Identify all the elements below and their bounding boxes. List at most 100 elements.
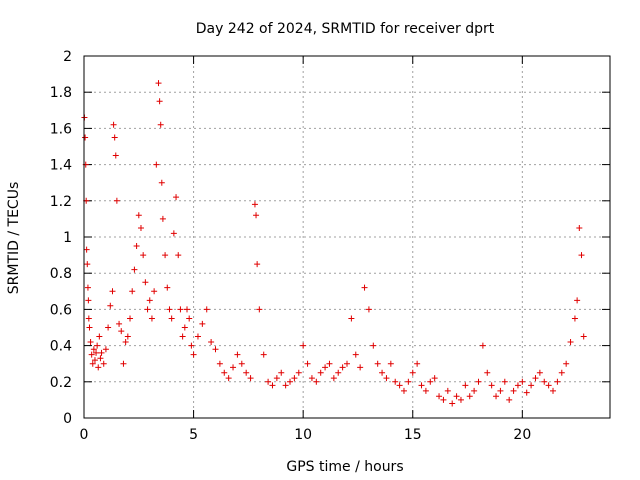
data-point: [554, 378, 561, 385]
data-point: [144, 306, 151, 313]
plot-frame: [83, 55, 611, 419]
data-point: [578, 252, 585, 259]
y-tick-label: 1.6: [50, 121, 72, 137]
data-point: [156, 98, 163, 105]
data-point: [449, 400, 456, 407]
data-point: [414, 360, 421, 367]
data-point: [563, 360, 570, 367]
data-points: [81, 80, 587, 407]
data-point: [127, 315, 134, 322]
data-point: [118, 328, 125, 335]
data-point: [431, 375, 438, 382]
data-point: [157, 121, 164, 128]
data-point: [479, 342, 486, 349]
x-tick-label: 15: [404, 427, 422, 443]
data-point: [536, 369, 543, 376]
x-tick-label: 20: [513, 427, 531, 443]
data-point: [146, 297, 153, 304]
data-point: [510, 387, 517, 394]
data-point: [374, 360, 381, 367]
data-point: [541, 378, 548, 385]
data-point: [317, 369, 324, 376]
x-axis-label: GPS time / hours: [286, 459, 403, 475]
data-point: [85, 297, 92, 304]
data-point: [194, 333, 201, 340]
data-point: [379, 369, 386, 376]
data-point: [383, 375, 390, 382]
data-point: [230, 364, 237, 371]
data-point: [278, 369, 285, 376]
data-point: [295, 369, 302, 376]
data-point: [225, 375, 232, 382]
data-point: [493, 393, 500, 400]
data-point: [188, 342, 195, 349]
data-point: [116, 320, 123, 327]
data-point: [550, 387, 557, 394]
chart-title: Day 242 of 2024, SRMTID for receiver dpr…: [196, 21, 495, 37]
y-tick-label: 0.8: [50, 266, 72, 282]
data-point: [177, 306, 184, 313]
data-point: [87, 338, 94, 345]
data-point: [135, 212, 142, 219]
data-point: [100, 360, 107, 367]
data-point: [462, 382, 469, 389]
y-tick-label: 0.6: [50, 302, 72, 318]
data-point: [576, 224, 583, 231]
data-point: [84, 284, 91, 291]
data-point: [444, 387, 451, 394]
data-point: [93, 349, 100, 356]
data-point: [112, 152, 119, 159]
data-point: [532, 375, 539, 382]
data-point: [265, 378, 272, 385]
y-tick-label: 1.4: [50, 158, 72, 174]
data-point: [506, 396, 513, 403]
data-point: [110, 121, 117, 128]
data-point: [94, 342, 101, 349]
y-tick-label: 1.2: [50, 194, 72, 210]
data-point: [113, 197, 120, 204]
data-point: [137, 224, 144, 231]
data-point: [84, 261, 91, 268]
data-point: [326, 360, 333, 367]
data-point: [208, 338, 215, 345]
y-tick-label: 0.2: [50, 375, 72, 391]
data-point: [83, 246, 90, 253]
data-point: [105, 324, 112, 331]
data-point: [545, 382, 552, 389]
data-point: [221, 369, 228, 376]
data-point: [291, 375, 298, 382]
data-point: [514, 382, 521, 389]
data-point: [243, 369, 250, 376]
data-point: [129, 288, 136, 295]
data-point: [558, 369, 565, 376]
data-point: [86, 324, 93, 331]
data-point: [339, 364, 346, 371]
data-point: [335, 369, 342, 376]
data-point: [387, 360, 394, 367]
data-point: [142, 279, 149, 286]
data-point: [519, 378, 526, 385]
data-point: [124, 333, 131, 340]
data-point: [91, 357, 98, 364]
data-point: [427, 378, 434, 385]
data-point: [85, 315, 92, 322]
data-point: [97, 355, 104, 362]
data-point: [260, 351, 267, 358]
data-point: [148, 315, 155, 322]
data-point: [238, 360, 245, 367]
data-point: [166, 306, 173, 313]
data-point: [82, 134, 89, 141]
data-point: [158, 179, 165, 186]
ticks: 00.20.40.60.811.21.41.61.820 5 10 15 20: [50, 49, 610, 443]
data-point: [300, 342, 307, 349]
data-point: [304, 360, 311, 367]
data-point: [216, 360, 223, 367]
data-point: [234, 351, 241, 358]
y-axis-label: SRMTID / TECUs: [6, 182, 22, 295]
x-tick-label: 0: [80, 427, 89, 443]
y-tick-label: 2: [63, 49, 72, 65]
data-point: [453, 393, 460, 400]
data-point: [190, 351, 197, 358]
data-point: [484, 369, 491, 376]
